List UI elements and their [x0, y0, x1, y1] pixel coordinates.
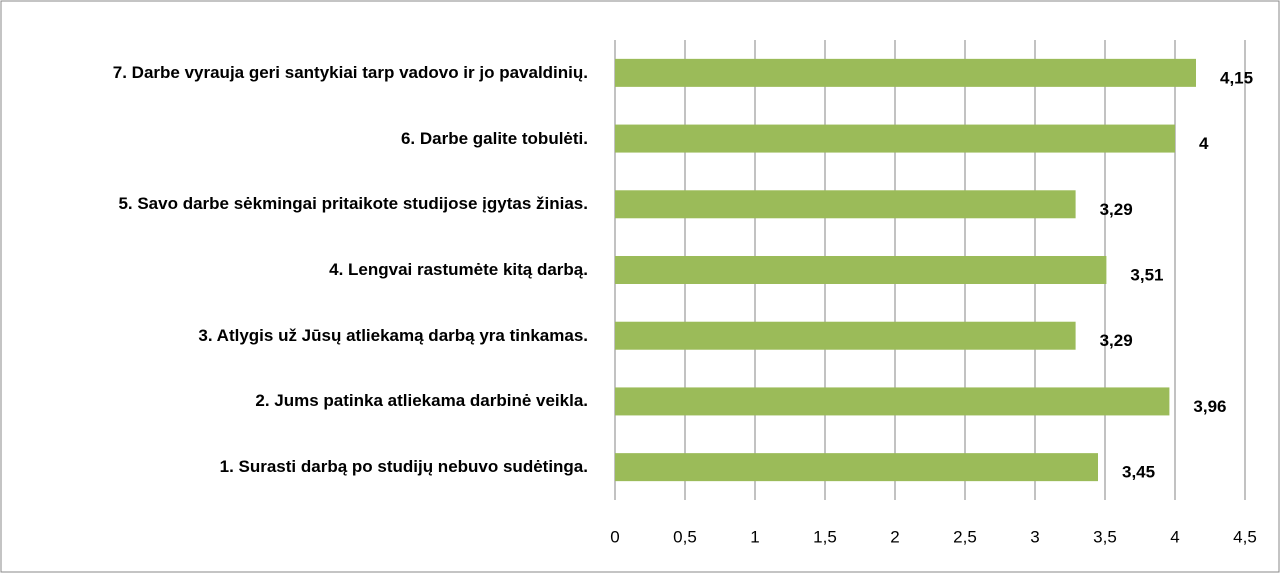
y-tick-label: 2. Jums patinka atliekama darbinė veikla…	[255, 391, 588, 411]
x-tick-label: 3,5	[1093, 527, 1117, 546]
x-tick-label: 4,5	[1233, 527, 1257, 546]
value-label: 3,29	[1100, 200, 1133, 219]
bar	[615, 321, 1076, 350]
value-label: 3,51	[1130, 265, 1163, 284]
x-tick-label: 3	[1030, 527, 1039, 546]
bar	[615, 387, 1170, 416]
value-label: 4,15	[1220, 68, 1253, 87]
y-tick-label: 5. Savo darbe sėkmingai pritaikote studi…	[118, 194, 588, 214]
x-tick-label: 1,5	[813, 527, 837, 546]
bar	[615, 190, 1076, 219]
x-tick-label: 1	[750, 527, 759, 546]
bar	[615, 256, 1107, 284]
x-tick-label: 2	[890, 527, 899, 546]
x-tick-label: 0	[610, 527, 619, 546]
value-label: 3,29	[1100, 331, 1133, 350]
y-tick-label: 4. Lengvai rastumėte kitą darbą.	[329, 260, 588, 279]
y-tick-label: 7. Darbe vyrauja geri santykiai tarp vad…	[112, 62, 588, 82]
value-label: 3,45	[1122, 463, 1155, 482]
bar	[615, 453, 1098, 482]
x-tick-label: 0,5	[673, 527, 697, 546]
value-label: 4	[1199, 134, 1209, 153]
bar	[615, 58, 1196, 87]
x-tick-label: 2,5	[953, 527, 977, 546]
y-tick-label: 6. Darbe galite tobulėti.	[400, 128, 588, 148]
x-tick-label: 4	[1170, 527, 1179, 546]
y-tick-label: 3. Atlygis už Jūsų atliekamą darbą yra t…	[198, 325, 588, 345]
bar	[615, 124, 1175, 153]
y-tick-label: 1. Surasti darbą po studijų nebuvo sudėt…	[219, 457, 588, 477]
value-label: 3,96	[1193, 397, 1226, 416]
